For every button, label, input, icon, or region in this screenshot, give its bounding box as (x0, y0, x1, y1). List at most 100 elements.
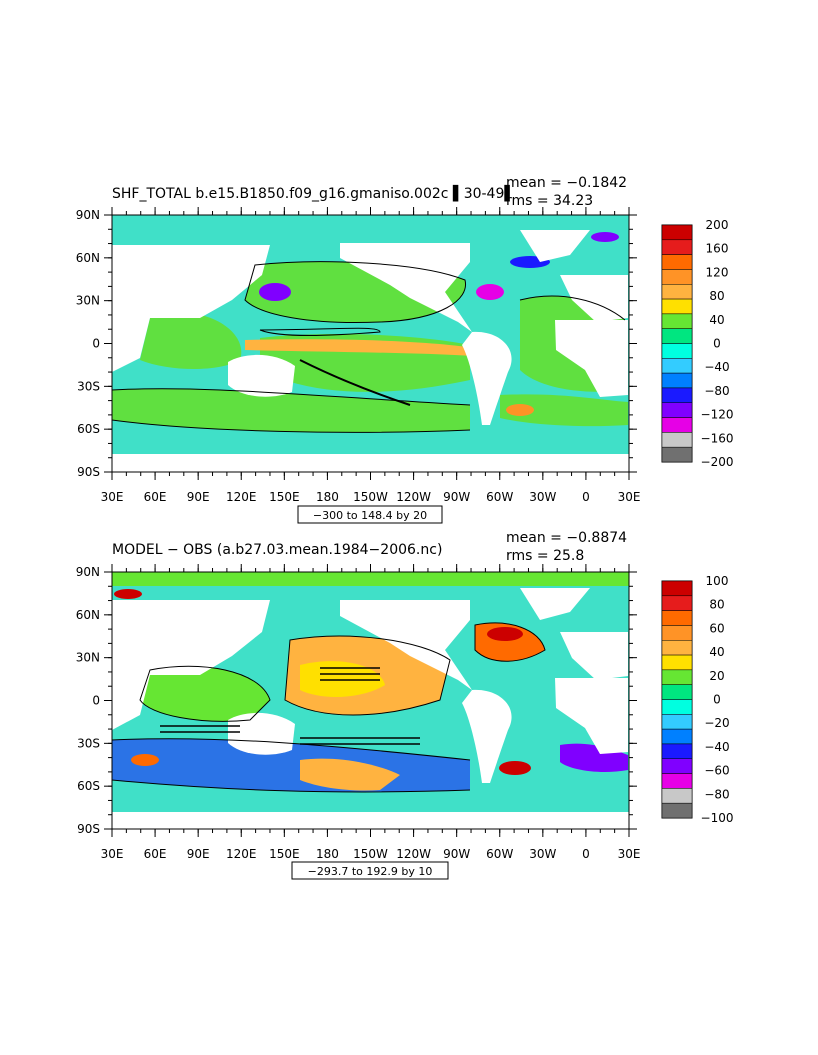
colorbar-label: 20 (709, 669, 724, 683)
colorbar-swatch (661, 699, 693, 715)
colorbar-swatch (661, 654, 693, 671)
colorbar-label: 40 (709, 645, 724, 659)
panel-2: mean = −0.8874 rms = 25.8 MODEL − OBS (a… (76, 530, 734, 880)
panel-2-land-australia (228, 712, 295, 755)
panel-2-land-europe (560, 632, 628, 680)
panel-2-land-south-america (462, 689, 512, 783)
colorbar-label: 160 (706, 242, 729, 256)
colorbar-swatch (661, 313, 693, 329)
colorbar-label: 40 (709, 313, 724, 327)
colorbar-label: −100 (701, 811, 734, 825)
panel-2-contour-box (291, 861, 449, 880)
panel-2-malvinas-red (499, 761, 531, 775)
lon-label: 90E (187, 847, 210, 861)
panel-1-contour-atlantic (519, 295, 626, 321)
panel-1-contour-southern (112, 388, 471, 406)
panel-1-contours (112, 261, 626, 433)
lon-label: 30E (101, 490, 124, 504)
colorbar-swatch (661, 269, 693, 285)
colorbar-swatch (661, 298, 693, 315)
panel-1-land-australia (228, 354, 295, 397)
colorbar-swatch (661, 254, 693, 270)
panel-2-land-asia (112, 600, 270, 675)
lon-label: 0 (582, 490, 590, 504)
lon-label: 30E (618, 490, 641, 504)
panel-2-arctic-green (112, 572, 629, 586)
lon-label: 90E (187, 490, 210, 504)
lon-label: 120E (226, 847, 257, 861)
lat-label: 60N (76, 608, 100, 622)
colorbar-swatch (661, 417, 693, 433)
panel-1-gulfstream-spot (476, 284, 504, 300)
colorbar-swatch (661, 595, 693, 611)
panel-2-land (112, 588, 629, 829)
panel-2-title: MODEL − OBS (a.b27.03.mean.1984−2006.nc) (112, 542, 442, 558)
colorbar-label: −160 (701, 431, 734, 445)
colorbar-label: 200 (706, 218, 729, 232)
colorbar-swatch (661, 758, 693, 774)
colorbar-swatch (661, 802, 693, 819)
lon-label: 150W (353, 847, 388, 861)
panel-1-contour-spcz (299, 359, 411, 406)
panel-1-contour-box (297, 505, 443, 524)
panel-2-barents-spot (114, 589, 142, 599)
panel-1-land-antarctica (112, 454, 629, 472)
panel-2-contours (112, 622, 546, 793)
colorbar-label: −200 (701, 455, 734, 469)
colorbar-label: 0 (713, 337, 721, 351)
panel-1: mean = −0.1842 rms = 34.23 SHF_TOTAL b.e… (76, 175, 734, 524)
lon-label: 30W (529, 847, 556, 861)
colorbar-swatch (661, 743, 693, 759)
panel-1-contour-southern-lower (112, 419, 471, 433)
lat-label: 30S (77, 379, 100, 393)
lat-label: 30N (76, 294, 100, 308)
lon-label: 60E (144, 847, 167, 861)
lat-label: 90N (76, 208, 100, 222)
colorbar-swatch (661, 239, 693, 255)
lat-label: 60S (77, 779, 100, 793)
lon-label: 60W (486, 847, 513, 861)
colorbar-label: −120 (701, 408, 734, 422)
panel-2-southern-warm (300, 758, 400, 791)
lon-label: 60W (486, 490, 513, 504)
colorbar-label: 80 (709, 598, 724, 612)
panel-1-land-africa-east (555, 320, 628, 397)
panel-1-south-atlantic-band (500, 394, 628, 427)
panel-1-contour-info: −300 to 148.4 by 20 (313, 509, 427, 522)
colorbar-swatch (661, 788, 693, 804)
panel-1-malvinas-spot (506, 404, 534, 416)
panel-2-gulfstream-red (487, 627, 523, 641)
lon-label: 120W (396, 490, 431, 504)
panel-2-agulhas-warm (131, 754, 159, 766)
colorbar-swatch (661, 728, 693, 745)
colorbar-label: −40 (704, 360, 729, 374)
colorbar-label: 60 (709, 621, 724, 635)
colorbar-swatch (661, 328, 693, 344)
colorbar-label: 0 (713, 693, 721, 707)
colorbar-swatch (661, 224, 693, 241)
panel-1-kuroshio-spot (259, 283, 291, 301)
lat-label: 90S (77, 465, 100, 479)
colorbar-swatch (661, 640, 693, 656)
colorbar-swatch (661, 625, 693, 641)
panel-2-map (112, 572, 629, 829)
lon-label: 180 (316, 847, 339, 861)
lon-label: 150W (353, 490, 388, 504)
lon-label: 30E (101, 847, 124, 861)
lat-label: 90S (77, 822, 100, 836)
colorbar-label: −40 (704, 740, 729, 754)
colorbar-swatch (661, 358, 693, 374)
lon-label: 90W (443, 847, 470, 861)
lat-label: 0 (92, 694, 100, 708)
panel-2-contour-southern (112, 738, 471, 761)
lat-label: 0 (92, 337, 100, 351)
panel-1-land-asia (112, 245, 270, 318)
panel-1-equatorial-tongue (245, 339, 475, 356)
panel-1-map (112, 215, 629, 472)
panel-2-contour-indian (139, 665, 271, 722)
lon-label: 90W (443, 490, 470, 504)
colorbar-label: −60 (704, 764, 729, 778)
lat-label: 60S (77, 422, 100, 436)
